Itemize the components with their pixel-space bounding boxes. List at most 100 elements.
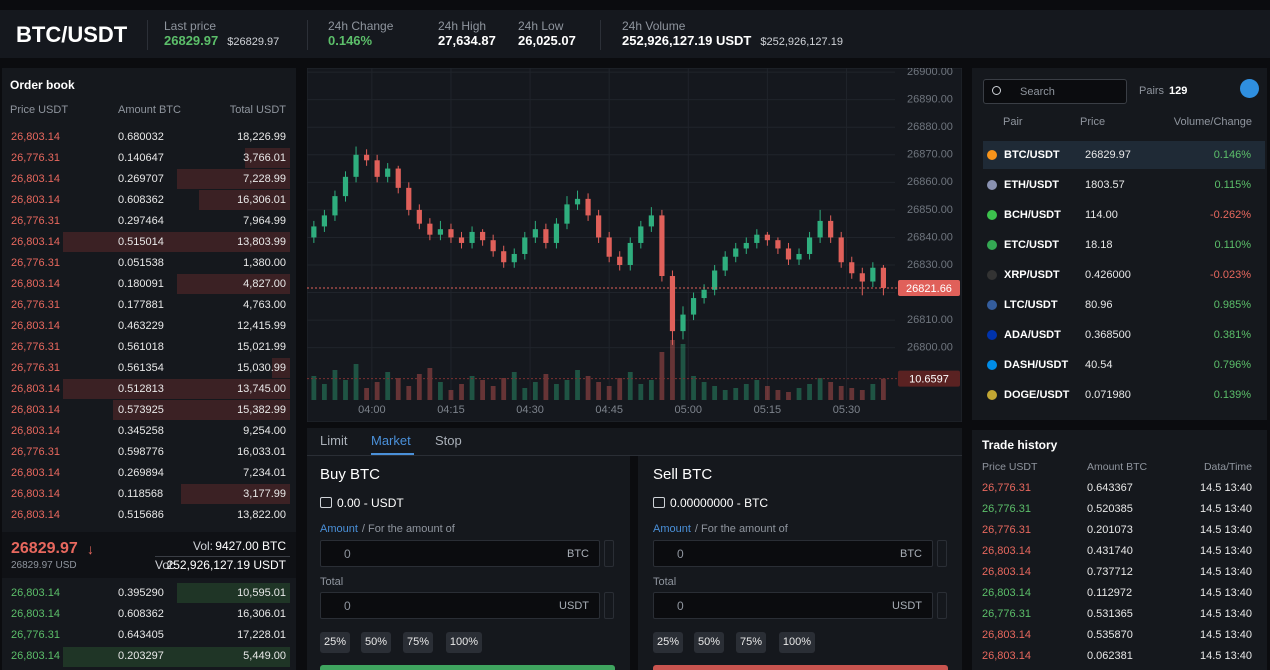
amount-input[interactable] [320, 540, 600, 567]
percent-button[interactable] [694, 632, 724, 653]
order-total: 15,382.99 [237, 403, 286, 416]
candle-body [828, 220, 834, 238]
percent-button[interactable] [653, 632, 683, 653]
candle-body [648, 215, 654, 227]
percent-label[interactable]: 100% [449, 635, 479, 648]
last-price-tag [898, 279, 960, 296]
order-total: 9,254.00 [243, 424, 286, 437]
depth-bar [271, 358, 290, 378]
trade-amount: 0.535870 [1087, 628, 1133, 641]
trade-amount: 0.643367 [1087, 481, 1133, 494]
volume-bar [522, 388, 528, 400]
percent-button[interactable] [736, 632, 766, 653]
candle-body [870, 267, 876, 282]
order-price: 26,803.14 [11, 508, 60, 521]
mid-usd: 26829.97 USD [11, 560, 77, 571]
candle-body [659, 215, 665, 277]
total-value: 0 [677, 598, 684, 613]
candle-body [743, 242, 749, 249]
volume-bar [659, 352, 665, 400]
stepper[interactable] [937, 540, 947, 567]
wallet-icon [653, 497, 665, 508]
order-price: 26,803.14 [11, 235, 60, 248]
candle-body [722, 256, 728, 271]
percent-label[interactable]: 50% [364, 635, 388, 648]
order-price: 26,803.14 [11, 319, 60, 332]
stat-label: 24h Volume [622, 18, 686, 33]
amount-input[interactable] [653, 540, 933, 567]
pair-change: -0.023% [1210, 268, 1251, 281]
percent-label[interactable]: 25% [323, 635, 347, 648]
trade-amount: 0.531365 [1087, 607, 1133, 620]
volume-bar [648, 380, 654, 400]
stepper[interactable] [604, 592, 614, 619]
order-price: 26,803.14 [11, 650, 60, 663]
order-amount: 0.573925 [118, 403, 164, 416]
y-tick-label: 26810.00 [907, 314, 953, 326]
stepper[interactable] [604, 540, 614, 567]
x-tick-label: 05:15 [754, 404, 782, 416]
total-input[interactable] [653, 592, 933, 619]
submit-button[interactable] [653, 665, 948, 670]
candle-body [596, 215, 602, 238]
percent-label[interactable]: 50% [697, 635, 721, 648]
percent-button[interactable] [361, 632, 391, 653]
total-label: Total [320, 575, 344, 588]
trade-amount: 0.431740 [1087, 544, 1133, 557]
tab[interactable]: Stop [435, 433, 462, 448]
order-price: 26,803.14 [11, 172, 60, 185]
y-tick-label: 26890.00 [907, 94, 953, 106]
candle-body [321, 215, 328, 227]
depth-bar [63, 646, 290, 667]
volume-bar [585, 376, 591, 400]
stepper[interactable] [937, 592, 947, 619]
total-label: Total [653, 575, 677, 588]
total-unit: USDT [892, 599, 922, 612]
order-amount: 0.515686 [118, 508, 164, 521]
candle-body [416, 209, 422, 224]
form-title: Sell BTC [653, 465, 713, 483]
total-input[interactable] [320, 592, 600, 619]
percent-label[interactable]: 100% [782, 635, 812, 648]
candle-body [469, 231, 475, 243]
order-total: 13,745.00 [237, 382, 286, 395]
volume-bar [670, 340, 675, 400]
percent-button[interactable] [403, 632, 433, 653]
search-placeholder: Search [1020, 85, 1055, 98]
pair-price: 0.071980 [1085, 388, 1131, 401]
pair-name: ADA/USDT [1004, 328, 1061, 341]
search-box[interactable] [983, 79, 1127, 104]
volume-bar [322, 384, 327, 400]
percent-label[interactable]: 25% [656, 635, 680, 648]
stat-label: 24h Change [328, 18, 394, 33]
percent-button[interactable] [320, 632, 350, 653]
candle-body [395, 168, 401, 188]
stat-value-row: 26829.97 $26829.97 [164, 33, 279, 48]
amount-hint: / For the amount of [694, 523, 788, 535]
depth-bar [181, 484, 290, 504]
trade-price: 26,803.14 [982, 544, 1031, 557]
depth-bar [63, 232, 290, 252]
column-header: Data/Time [1203, 460, 1252, 473]
order-price: 26,776.31 [11, 340, 60, 353]
panel-title: Trade history [982, 437, 1058, 452]
depth-bar [176, 274, 290, 294]
percent-button[interactable] [779, 632, 815, 653]
tab[interactable]: Market [371, 433, 411, 448]
candle-body [532, 229, 538, 238]
candle-body [585, 198, 591, 216]
submit-button[interactable] [320, 665, 615, 670]
percent-label[interactable]: 75% [739, 635, 763, 648]
tab[interactable]: Limit [320, 433, 348, 448]
percent-label[interactable]: 75% [406, 635, 430, 648]
pair-price: 40.54 [1085, 358, 1113, 371]
volume-bar [427, 368, 433, 400]
trade-price: 26,776.31 [982, 502, 1031, 515]
volume-bar [838, 386, 844, 400]
column-header: Price USDT [982, 460, 1038, 473]
percent-button[interactable] [446, 632, 482, 653]
pair-name: LTC/USDT [1004, 298, 1058, 311]
x-tick-label: 05:30 [833, 404, 861, 416]
order-price: 26,803.14 [11, 130, 60, 143]
chat-icon[interactable] [1240, 79, 1259, 98]
